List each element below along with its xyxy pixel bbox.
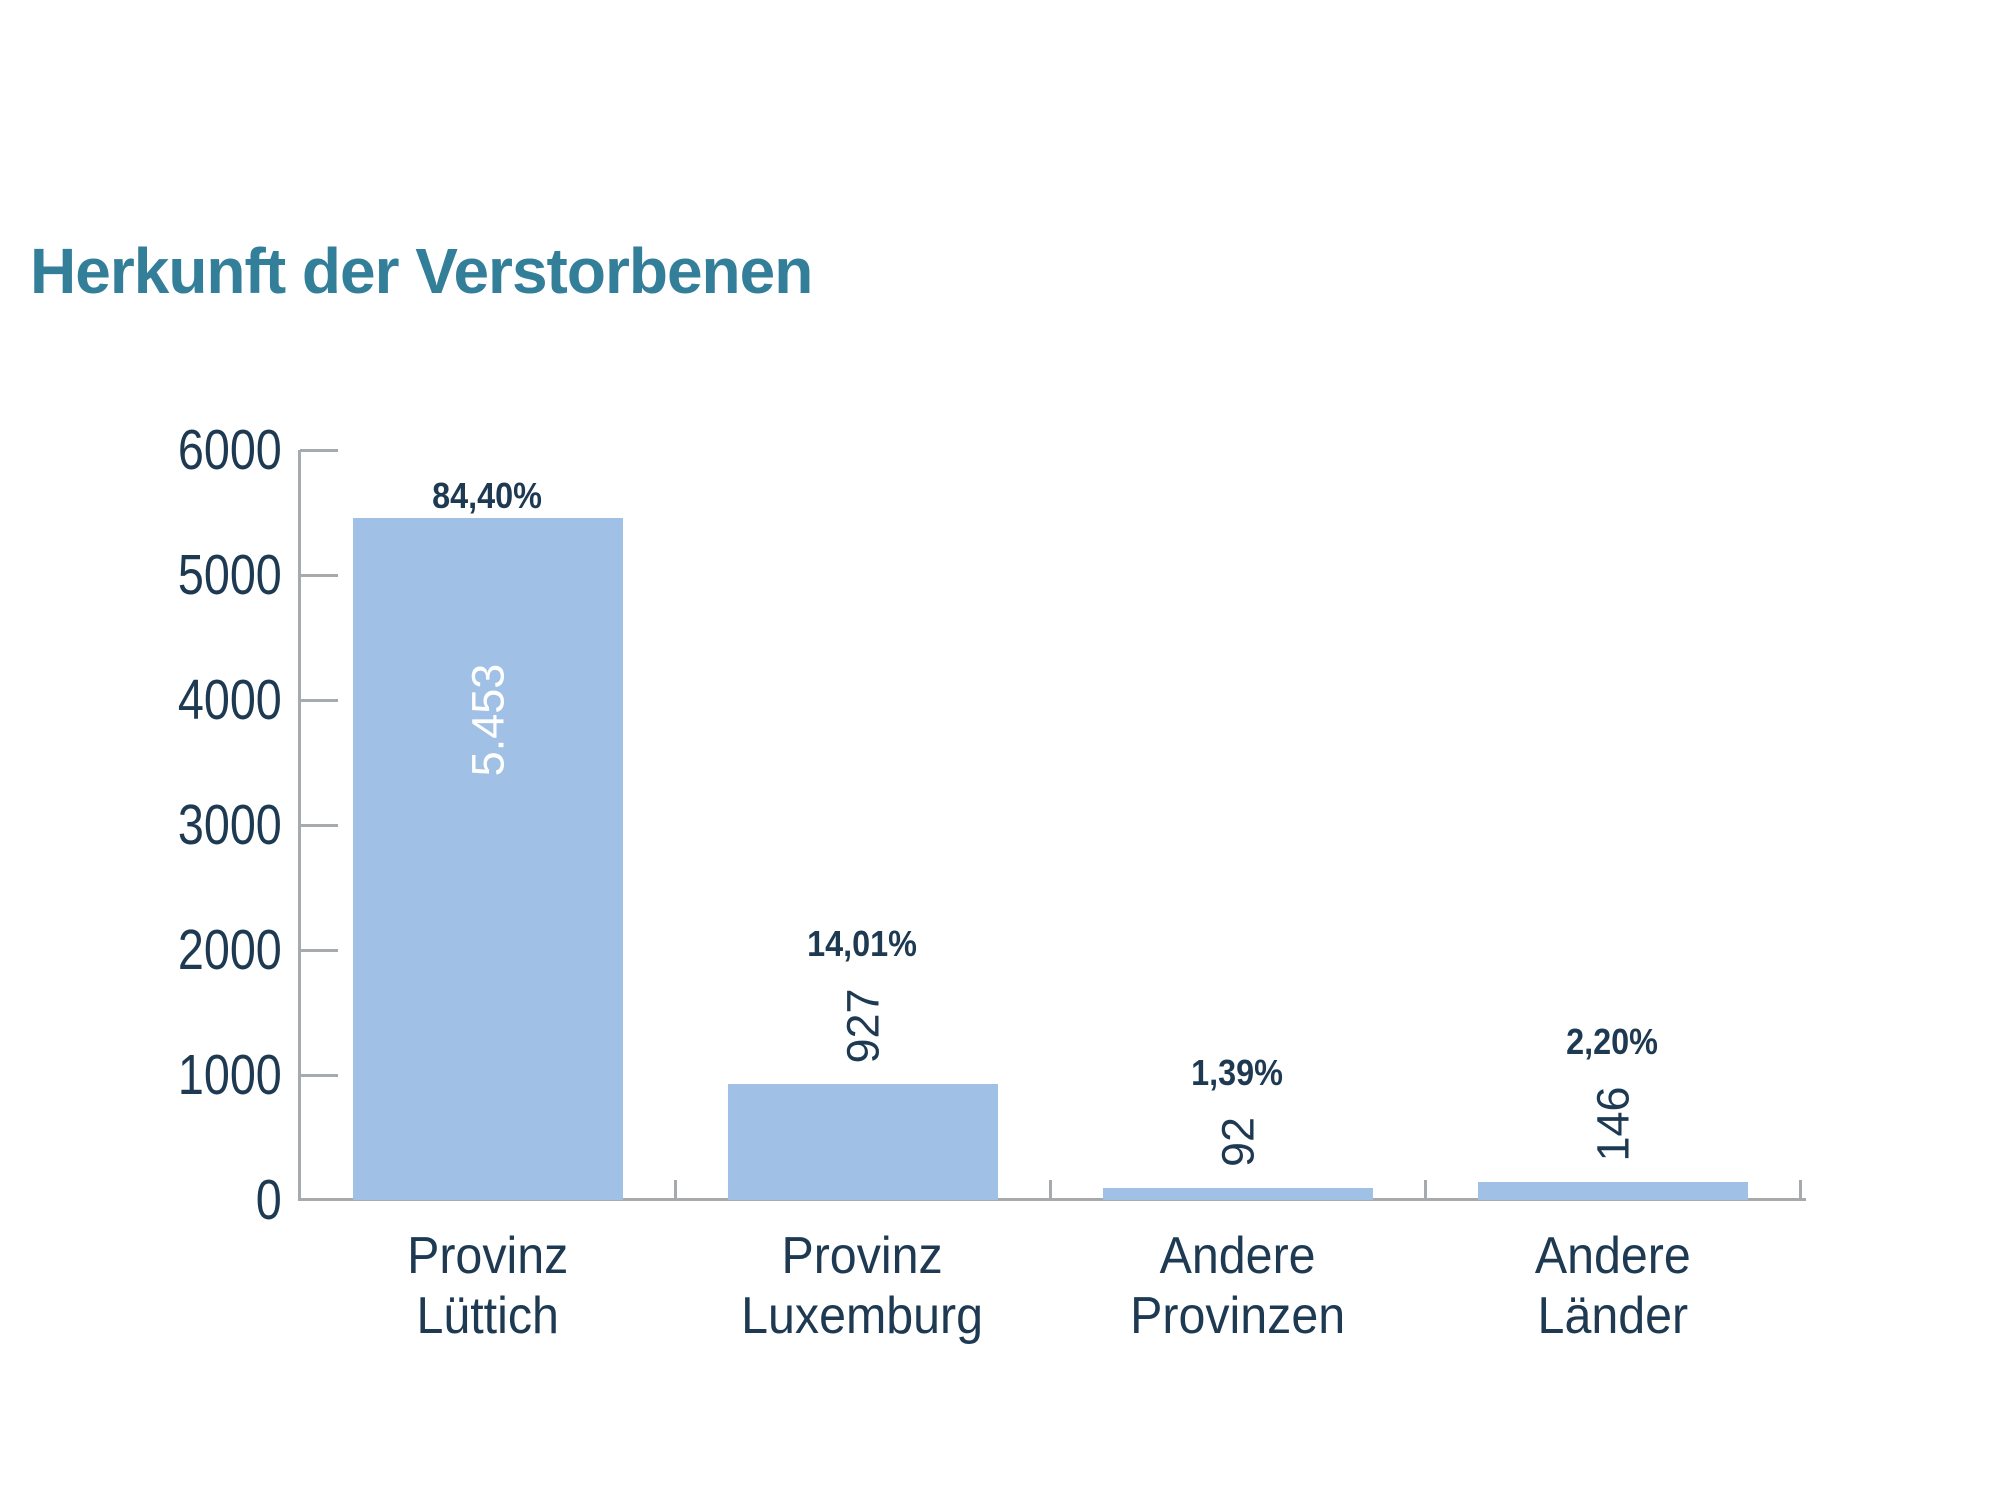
bar-value-label: 146 — [1587, 1085, 1638, 1162]
y-tick-label: 2000 — [178, 918, 282, 982]
y-tick-label: 6000 — [178, 418, 282, 482]
category-label-line: Provinz — [781, 1227, 944, 1285]
bar-percent-label: 1,39% — [1191, 1052, 1284, 1093]
x-tick — [1048, 1180, 1052, 1198]
y-tick-label: 4000 — [178, 668, 282, 732]
category-label-line: Andere — [1159, 1227, 1316, 1285]
bar — [1102, 1188, 1373, 1200]
category-label-line: Provinzen — [1129, 1287, 1346, 1345]
bar-percent-label: 2,20% — [1566, 1021, 1659, 1062]
y-tick — [300, 573, 338, 577]
y-tick — [300, 823, 338, 827]
category-label-line: Länder — [1537, 1287, 1688, 1345]
bar-value-label: 927 — [837, 987, 888, 1064]
chart-title: Herkunft der Verstorbenen — [30, 235, 813, 307]
category-label: Andere Provinzen — [1050, 1226, 1425, 1346]
category-label: Provinz Lüttich — [300, 1226, 675, 1346]
bar — [352, 518, 623, 1200]
y-tick — [300, 448, 338, 452]
y-tick-label: 0 — [256, 1168, 282, 1232]
category-label: Andere Länder — [1425, 1226, 1800, 1346]
y-tick-label: 3000 — [178, 793, 282, 857]
x-tick — [1798, 1180, 1802, 1198]
x-tick — [673, 1180, 677, 1198]
y-tick — [300, 1073, 338, 1077]
y-tick-label: 1000 — [178, 1043, 282, 1107]
bar-value-label: 5.453 — [462, 663, 513, 777]
y-tick — [300, 948, 338, 952]
bar-percent-label: 14,01% — [807, 923, 918, 964]
bar — [1477, 1182, 1748, 1200]
category-label-line: Lüttich — [416, 1287, 559, 1345]
category-label-line: Andere — [1534, 1227, 1691, 1285]
bar — [727, 1084, 998, 1200]
bar-percent-label: 84,40% — [432, 475, 543, 516]
y-tick — [300, 698, 338, 702]
category-label-line: Provinz — [406, 1227, 569, 1285]
x-tick — [1423, 1180, 1427, 1198]
category-label-line: Luxemburg — [741, 1287, 984, 1345]
bar-value-label: 92 — [1212, 1116, 1263, 1168]
x-axis-line — [298, 1198, 1806, 1201]
y-axis-line — [298, 450, 301, 1200]
category-label: Provinz Luxemburg — [675, 1226, 1050, 1346]
y-tick-label: 5000 — [178, 543, 282, 607]
